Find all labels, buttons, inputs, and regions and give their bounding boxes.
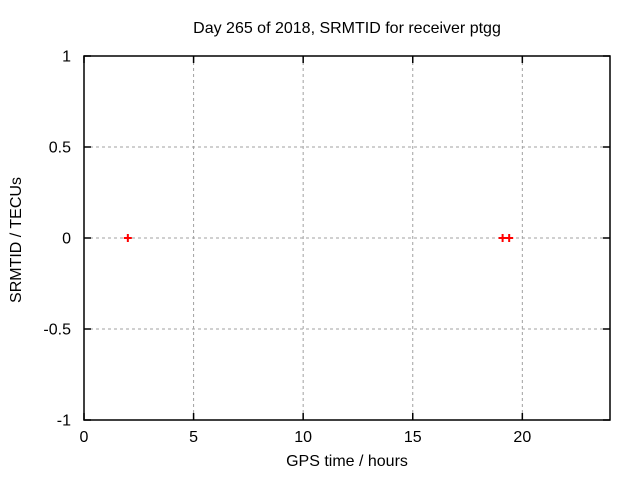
tick-labels: 0 5 10 15 20 -1 -0.5 0 0.5 1: [43, 49, 531, 447]
x-axis-label: GPS time / hours: [286, 453, 408, 470]
grid-lines: [84, 56, 610, 420]
y-tick-label: 0: [62, 231, 71, 248]
plot-border: [83, 55, 611, 421]
x-tick-label: 15: [404, 429, 422, 446]
data-series-markers: [123, 234, 514, 242]
x-tick-label: 5: [189, 429, 198, 446]
y-tick-label: 1: [62, 49, 71, 66]
chart-title: Day 265 of 2018, SRMTID for receiver ptg…: [193, 20, 501, 37]
y-tick-label: -0.5: [43, 322, 71, 339]
x-tick-label: 20: [513, 429, 531, 446]
x-tick-label: 10: [294, 429, 312, 446]
y-tick-label: 0.5: [49, 140, 71, 157]
y-tick-label: -1: [57, 413, 71, 430]
x-tick-label: 0: [80, 429, 89, 446]
